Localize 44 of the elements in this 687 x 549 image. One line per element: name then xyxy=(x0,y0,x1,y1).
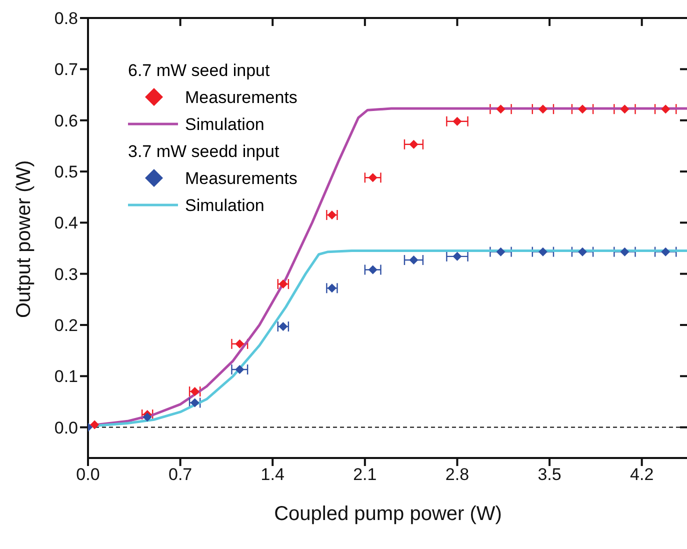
y-tick-label: 0.6 xyxy=(54,111,78,130)
x-tick-label: 3.5 xyxy=(538,465,562,484)
y-tick-label: 0.0 xyxy=(54,418,78,438)
legend-label: Measurements xyxy=(185,169,298,188)
y-tick-label: 0.7 xyxy=(54,60,78,80)
legend-label: Simulation xyxy=(185,115,264,134)
legend-label: Measurements xyxy=(185,88,298,107)
annotation: 6.7 mW seed input xyxy=(128,61,270,80)
point xyxy=(409,140,418,149)
point xyxy=(90,420,100,430)
annotation: 3.7 mW seedd input xyxy=(128,142,280,161)
point xyxy=(452,116,462,126)
point xyxy=(496,104,506,114)
y-axis-title: Output power (W) xyxy=(13,160,36,318)
y-tick-label: 0.8 xyxy=(54,9,78,28)
point xyxy=(235,339,244,348)
x-tick-label: 4.2 xyxy=(630,465,654,484)
x-tick-label: 0.0 xyxy=(76,465,100,484)
point xyxy=(142,412,152,422)
point xyxy=(620,247,630,256)
point xyxy=(409,256,418,264)
legend-label: Simulation xyxy=(185,196,264,215)
point xyxy=(368,173,378,182)
point xyxy=(578,104,588,114)
x-tick-label: 0.7 xyxy=(168,465,192,484)
y-tick-label: 0.3 xyxy=(54,264,78,284)
point xyxy=(452,252,462,261)
y-tick-label: 0.5 xyxy=(54,162,78,182)
point xyxy=(496,247,506,256)
y-tick-label: 0.2 xyxy=(54,316,78,336)
x-axis-title: Coupled pump power (W) xyxy=(274,503,502,525)
y-tick-label: 0.4 xyxy=(54,214,78,233)
x-tick-label: 2.1 xyxy=(353,465,377,484)
y-tick-label: 0.1 xyxy=(54,367,78,386)
point xyxy=(538,247,548,256)
point xyxy=(368,265,378,274)
point xyxy=(661,247,670,256)
point xyxy=(235,364,244,374)
point xyxy=(620,104,630,114)
x-tick-label: 2.8 xyxy=(445,465,470,484)
x-tick-label: 1.4 xyxy=(260,465,284,484)
point xyxy=(538,104,548,114)
point xyxy=(578,247,588,256)
point xyxy=(661,104,670,114)
